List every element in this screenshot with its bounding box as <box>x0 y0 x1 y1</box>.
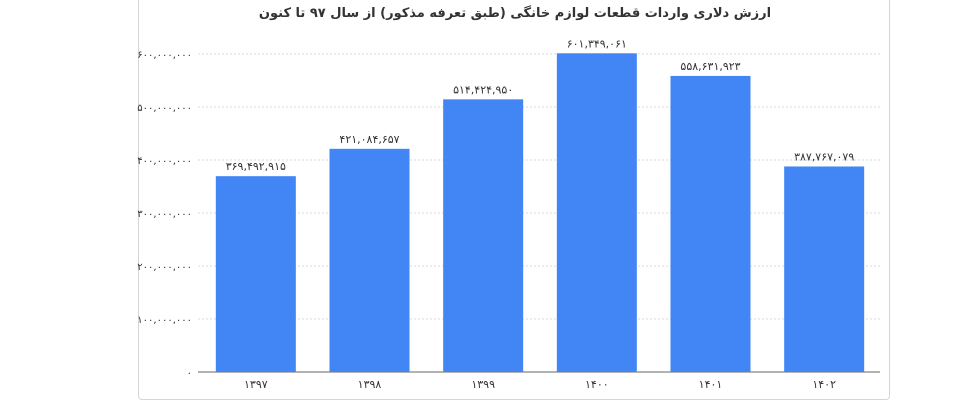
y-tick-label: ۵۰۰,۰۰۰,۰۰۰ <box>137 103 192 114</box>
bar-value-labels: ۳۶۹,۴۹۲,۹۱۵ ۴۲۱,۰۸۴,۶۵۷ ۵۱۴,۴۲۴,۹۵۰ ۶۰۱,۳۴۹… <box>226 37 855 173</box>
x-tick-label: ۱۴۰۱ <box>699 378 723 391</box>
y-tick-label: ۳۰۰,۰۰۰,۰۰۰ <box>137 209 192 220</box>
bar <box>215 176 296 372</box>
x-tick-label: ۱۴۰۲ <box>812 378 836 391</box>
x-tick-label: ۱۳۹۷ <box>244 378 268 391</box>
x-tick-label: ۱۳۹۹ <box>471 378 495 391</box>
bar-value-label: ۳۸۷,۷۶۷,۰۷۹ <box>794 150 854 163</box>
y-tick-label: ۰ <box>187 368 192 379</box>
y-tick-label: ۶۰۰,۰۰۰,۰۰۰ <box>137 50 192 61</box>
x-tick-label: ۱۴۰۰ <box>585 378 609 391</box>
y-tick-label: ۴۰۰,۰۰۰,۰۰۰ <box>137 156 192 167</box>
bar-value-label: ۵۵۸,۶۳۱,۹۲۳ <box>680 60 740 73</box>
y-axis-tick-labels: ۰ ۱۰۰,۰۰۰,۰۰۰ ۲۰۰,۰۰۰,۰۰۰ ۳۰۰,۰۰۰,۰۰۰ ۴۰۰,۰۰… <box>137 50 192 379</box>
bar <box>556 53 637 372</box>
x-tick-label: ۱۳۹۸ <box>358 378 382 391</box>
bar <box>443 99 524 373</box>
bar-value-label: ۳۶۹,۴۹۲,۹۱۵ <box>226 160 286 173</box>
bar-value-label: ۴۲۱,۰۸۴,۶۵۷ <box>339 133 399 146</box>
y-tick-label: ۱۰۰,۰۰۰,۰۰۰ <box>137 315 192 326</box>
bars <box>215 53 865 373</box>
bar <box>670 75 751 372</box>
bar <box>784 166 865 372</box>
bar-value-label: ۶۰۱,۳۴۹,۰۶۱ <box>567 37 627 50</box>
y-tick-label: ۲۰۰,۰۰۰,۰۰۰ <box>137 262 192 273</box>
gridlines <box>198 53 880 373</box>
x-axis-tick-labels: ۱۳۹۷ ۱۳۹۸ ۱۳۹۹ ۱۴۰۰ ۱۴۰۱ ۱۴۰۲ <box>244 378 836 391</box>
chart-title: ارزش دلاری واردات قطعات لوازم خانگی (طبق… <box>259 5 771 21</box>
bar <box>329 148 410 372</box>
bar-value-label: ۵۱۴,۴۲۴,۹۵۰ <box>453 83 513 96</box>
